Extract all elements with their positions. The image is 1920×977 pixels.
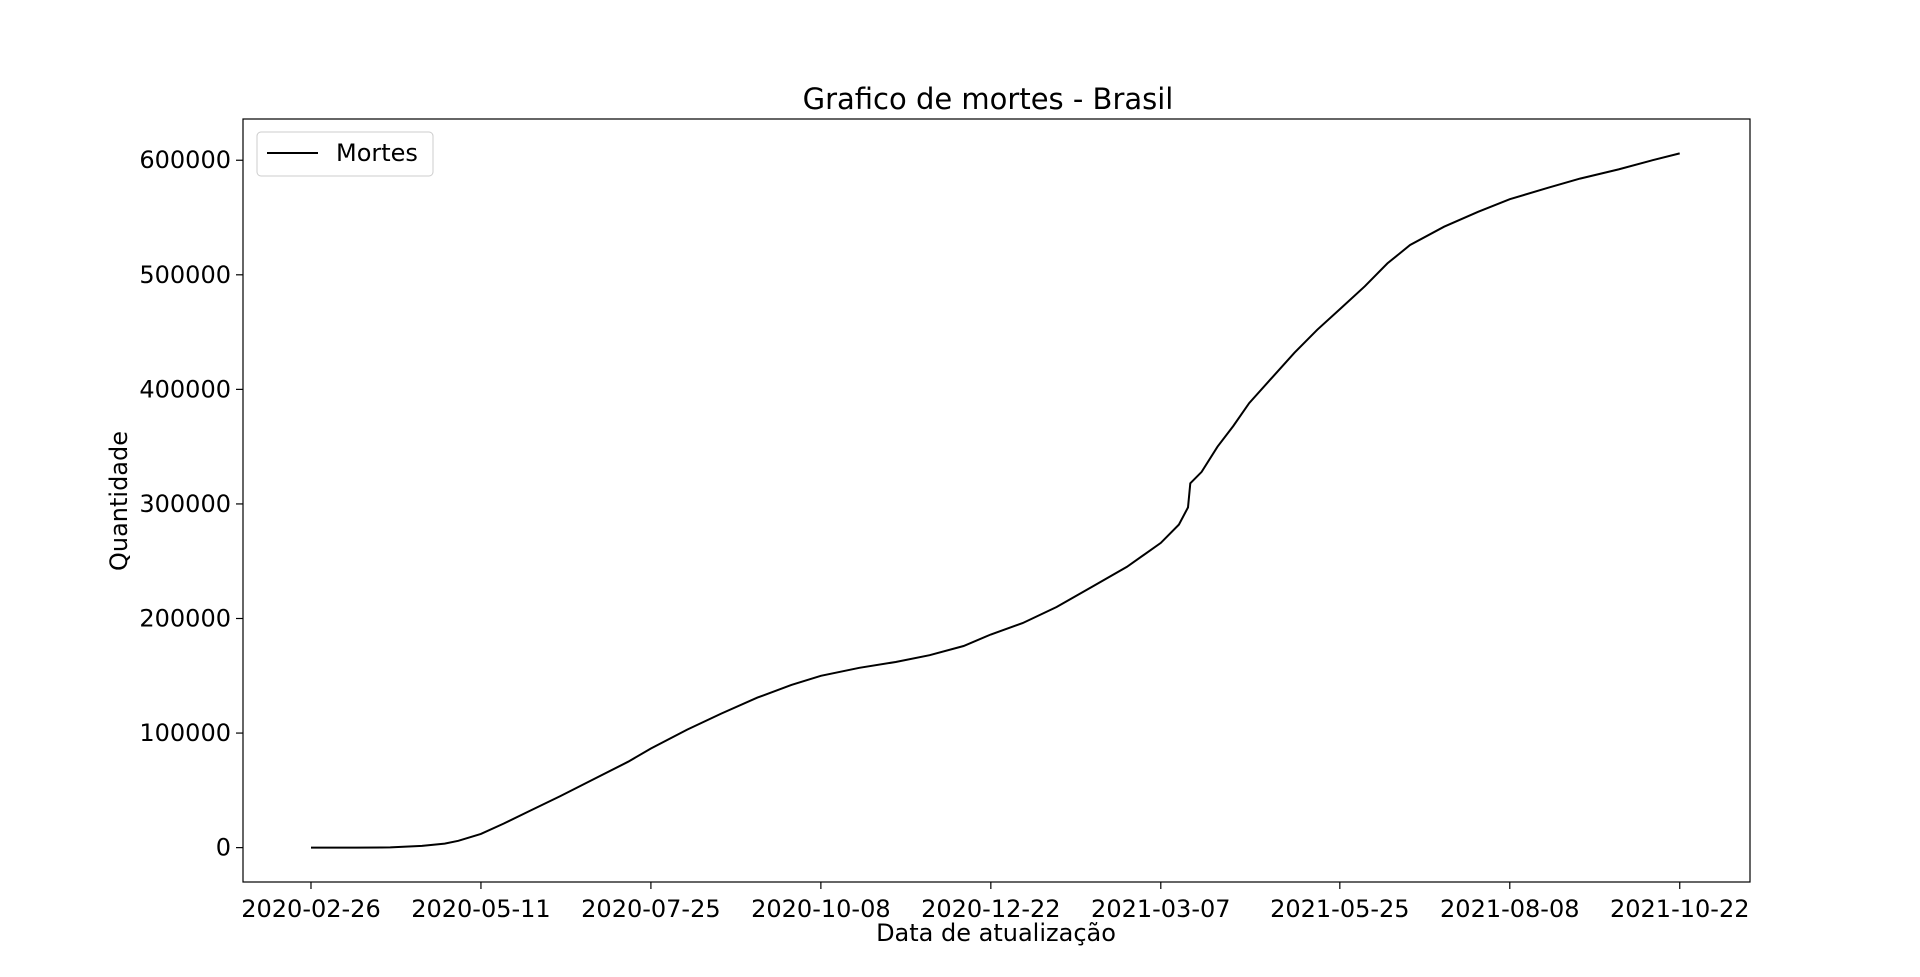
- legend: Mortes: [256, 131, 434, 177]
- x-tick-label: 2021-08-08: [1440, 895, 1579, 923]
- plot-area: [242, 118, 1751, 883]
- series-line-mortes: [311, 152, 1680, 849]
- y-axis-title: Quantidade: [105, 431, 133, 571]
- x-axis-title: Data de atualização: [876, 919, 1116, 947]
- x-tick-label: 2020-10-08: [751, 895, 890, 923]
- x-axis: 2020-02-26 2020-05-11 2020-07-25 2020-10-08…: [241, 882, 1749, 923]
- y-tick-label: 300000: [139, 490, 231, 518]
- x-tick-label: 2021-05-25: [1270, 895, 1409, 923]
- y-axis: 0 100000 200000 300000 400000 500000 600000: [139, 146, 243, 862]
- y-tick-label: 100000: [139, 719, 231, 747]
- x-tick-label: 2020-12-22: [921, 895, 1060, 923]
- legend-label-mortes: Mortes: [336, 139, 418, 167]
- x-tick-label: 2021-03-07: [1091, 895, 1230, 923]
- x-tick-label: 2021-10-22: [1610, 895, 1749, 923]
- x-tick-label: 2020-07-25: [581, 895, 720, 923]
- y-tick-label: 0: [216, 834, 231, 862]
- y-tick-label: 400000: [139, 375, 231, 403]
- y-tick-label: 600000: [139, 146, 231, 174]
- x-tick-label: 2020-02-26: [241, 895, 380, 923]
- chart-title: Grafico de mortes - Brasil: [803, 82, 1174, 116]
- y-tick-label: 200000: [139, 605, 231, 633]
- x-tick-label: 2020-05-11: [411, 895, 550, 923]
- y-tick-label: 500000: [139, 261, 231, 289]
- legend-box: [256, 131, 434, 177]
